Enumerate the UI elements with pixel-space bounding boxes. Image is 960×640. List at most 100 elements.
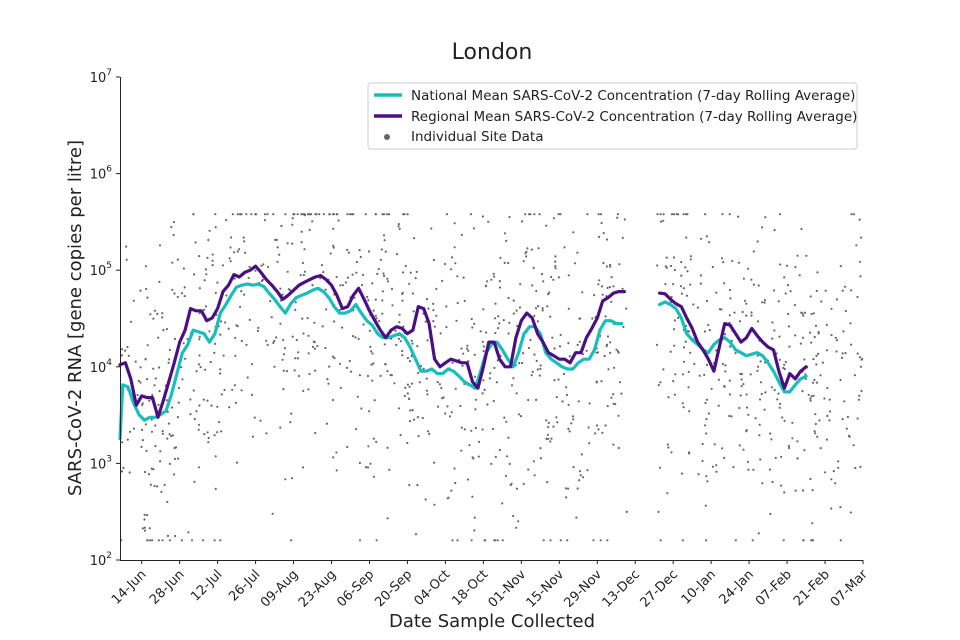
site-data-point: [571, 415, 575, 418]
site-data-point: [141, 402, 144, 405]
site-data-point: [764, 216, 767, 219]
site-data-point: [460, 347, 463, 350]
site-data-point: [245, 343, 248, 346]
site-data-point: [667, 396, 670, 399]
site-data-point: [703, 330, 707, 333]
site-data-point: [616, 213, 620, 216]
site-data-point: [794, 489, 797, 492]
site-data-point: [546, 433, 550, 436]
site-data-point: [854, 466, 857, 470]
site-data-point: [568, 430, 571, 433]
site-data-point: [370, 363, 373, 366]
site-data-point: [750, 314, 753, 317]
site-data-point: [858, 394, 861, 397]
site-data-point: [771, 321, 774, 324]
site-data-point: [406, 213, 409, 216]
site-data-point: [509, 483, 512, 487]
site-data-point: [269, 300, 272, 303]
site-data-point: [393, 382, 396, 385]
site-data-point: [443, 262, 447, 266]
site-data-point: [496, 539, 499, 542]
site-data-point: [460, 233, 463, 236]
site-data-point: [357, 337, 360, 340]
site-data-point: [689, 283, 692, 286]
site-data-point: [355, 271, 358, 274]
site-data-point: [547, 426, 550, 429]
site-data-point: [240, 213, 243, 216]
site-data-point: [815, 354, 818, 357]
x-tick-label: 07-Mar: [828, 567, 871, 610]
site-data-point: [409, 409, 412, 412]
site-data-point: [859, 465, 862, 468]
site-data-point: [483, 539, 486, 542]
site-data-point: [234, 336, 237, 339]
site-data-point: [724, 370, 727, 373]
site-data-point: [699, 282, 702, 285]
site-data-point: [498, 322, 501, 325]
site-data-point: [594, 432, 597, 435]
site-data-point: [168, 433, 171, 436]
site-data-point: [609, 351, 612, 354]
site-data-point: [815, 363, 818, 366]
site-data-point: [453, 222, 456, 225]
site-data-point: [830, 334, 833, 337]
site-data-point: [721, 447, 724, 450]
site-data-point: [433, 461, 436, 464]
site-data-point: [856, 417, 859, 420]
site-data-point: [681, 402, 684, 405]
site-data-point: [327, 382, 330, 385]
site-data-point: [801, 390, 804, 393]
site-data-point: [572, 231, 575, 234]
site-data-point: [773, 389, 776, 392]
site-data-point: [193, 273, 196, 276]
site-data-point: [672, 283, 675, 286]
site-data-point: [688, 452, 691, 455]
site-data-point: [473, 322, 476, 325]
site-data-point: [198, 255, 201, 258]
site-data-point: [149, 483, 152, 486]
x-tick-label: 23-Aug: [296, 567, 339, 610]
site-data-point: [550, 275, 553, 279]
site-data-point: [171, 434, 174, 437]
site-data-point: [704, 504, 707, 507]
site-data-point: [281, 293, 284, 296]
site-data-point: [466, 478, 469, 481]
site-data-point: [126, 438, 129, 441]
site-data-point: [600, 380, 603, 383]
site-data-point: [263, 219, 266, 222]
site-data-point: [205, 305, 208, 308]
site-data-point: [673, 393, 677, 396]
site-data-point: [761, 226, 764, 229]
site-data-point: [492, 399, 495, 403]
site-data-point: [605, 265, 609, 268]
site-data-point: [728, 288, 732, 292]
site-data-point: [750, 311, 753, 314]
site-data-point: [197, 428, 200, 431]
site-data-point: [685, 236, 688, 239]
site-data-point: [587, 426, 590, 429]
site-data-point: [550, 437, 553, 440]
site-data-point: [328, 213, 331, 216]
site-data-point: [562, 372, 566, 376]
site-data-point: [855, 244, 858, 247]
site-data-point: [140, 428, 144, 431]
site-data-point: [141, 527, 144, 530]
site-data-point: [227, 327, 230, 330]
site-data-point: [733, 311, 736, 314]
site-data-point: [821, 361, 825, 364]
site-data-point: [172, 233, 175, 237]
site-data-point: [344, 281, 347, 284]
site-data-point: [398, 321, 401, 324]
site-data-point: [539, 364, 542, 367]
site-data-point: [619, 381, 622, 384]
site-data-point: [410, 339, 413, 342]
site-data-point: [251, 435, 254, 438]
site-data-point: [541, 309, 544, 312]
site-data-point: [195, 410, 198, 413]
site-data-point: [533, 213, 536, 216]
site-data-point: [844, 309, 847, 313]
site-data-point: [576, 487, 579, 490]
site-data-point: [701, 442, 704, 446]
site-data-point: [303, 248, 306, 251]
site-data-point: [802, 336, 805, 339]
